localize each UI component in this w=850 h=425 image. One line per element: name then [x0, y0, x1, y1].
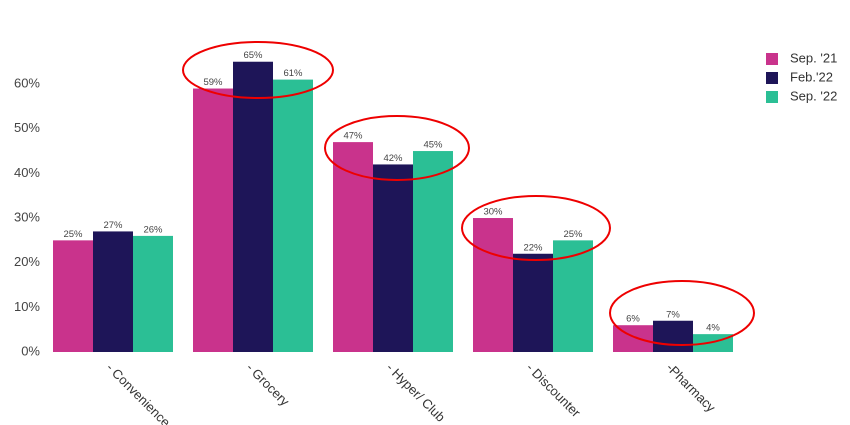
value-label: 30% — [483, 207, 503, 218]
x-tick-label: - Discounter — [523, 360, 584, 421]
plot: 0% 10% 20% 30% 40% 50% 60% - Convenience 25% 27% 2… — [14, 50, 837, 425]
annotation-ellipse — [182, 41, 334, 99]
value-label: 65% — [243, 50, 263, 61]
value-label: 25% — [63, 229, 83, 240]
bar — [93, 231, 133, 352]
bar — [193, 88, 233, 352]
annotation-ellipse — [324, 115, 470, 181]
value-label: 7% — [666, 309, 680, 320]
legend-label: Sep. '21 — [790, 50, 837, 65]
value-label: 59% — [203, 77, 223, 88]
value-label: 45% — [423, 140, 443, 151]
annotation-ellipse — [461, 195, 611, 261]
bar — [513, 253, 553, 352]
value-label: 22% — [523, 242, 543, 253]
y-tick-label: 40% — [14, 165, 40, 180]
bar — [693, 334, 733, 352]
value-label: 6% — [626, 314, 640, 325]
legend-label: Sep. '22 — [790, 88, 837, 103]
y-tick-label: 60% — [14, 75, 40, 90]
x-tick-label: -Pharmacy — [663, 360, 718, 415]
bar — [273, 79, 313, 352]
y-tick-label: 0% — [21, 343, 40, 358]
value-label: 47% — [343, 131, 363, 142]
bar — [413, 151, 453, 352]
value-label: 4% — [706, 323, 720, 334]
annotation-ellipse — [609, 280, 755, 346]
y-tick-label: 10% — [14, 299, 40, 314]
x-tick-label: - Hyper/ Club — [383, 360, 448, 425]
value-label: 61% — [283, 68, 303, 79]
bar — [553, 240, 593, 352]
x-tick-label: - Grocery — [243, 360, 292, 409]
bar — [133, 235, 173, 352]
value-label: 26% — [143, 224, 163, 235]
legend-swatch — [766, 72, 778, 84]
x-tick-label: - Convenience — [103, 360, 173, 425]
legend-swatch — [766, 91, 778, 103]
bar — [233, 61, 273, 352]
y-tick-label: 30% — [14, 209, 40, 224]
value-label: 42% — [383, 153, 403, 164]
bar — [53, 240, 93, 352]
value-label: 25% — [563, 229, 583, 240]
y-tick-label: 50% — [14, 120, 40, 135]
legend-label: Feb.'22 — [790, 69, 833, 84]
value-label: 27% — [103, 220, 123, 231]
bar — [373, 164, 413, 352]
legend-swatch — [766, 53, 778, 65]
bar — [653, 320, 693, 352]
bar — [473, 218, 513, 352]
y-tick-label: 20% — [14, 254, 40, 269]
